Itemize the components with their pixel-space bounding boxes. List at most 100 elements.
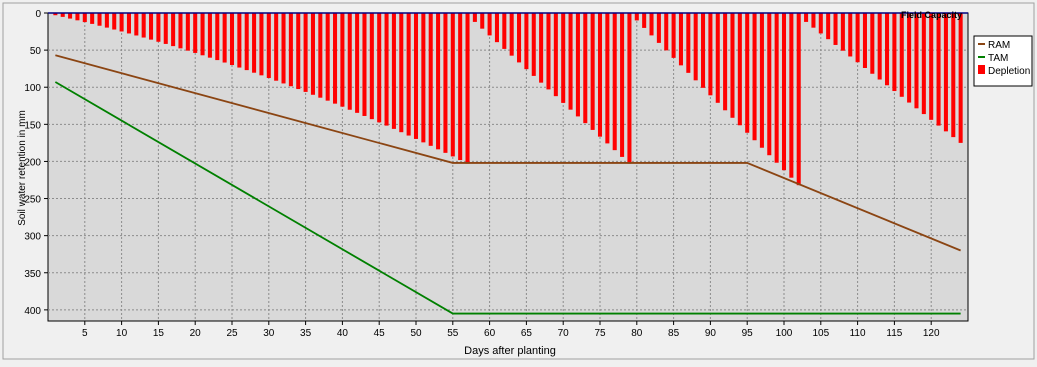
depletion-bar [811, 13, 816, 28]
y-axis-ticks: 0 50 100 150 200 250 300 350 400 [24, 9, 48, 317]
x-tick-label: 25 [226, 328, 238, 339]
depletion-bar [288, 13, 293, 87]
y-axis-label: Soil water retention in mm [17, 110, 28, 226]
x-tick-label: 10 [116, 328, 128, 339]
depletion-bar [75, 13, 80, 21]
depletion-bar [575, 13, 580, 117]
depletion-bar [207, 13, 212, 58]
x-tick-label: 55 [447, 328, 459, 339]
legend-entry-label: RAM [988, 40, 1010, 51]
depletion-bar [347, 13, 352, 110]
depletion-bar [921, 13, 926, 115]
legend-entry-label: TAM [988, 53, 1008, 64]
depletion-bar [936, 13, 941, 126]
depletion-bar [281, 13, 286, 84]
depletion-bar [634, 13, 639, 21]
depletion-bar [325, 13, 330, 101]
depletion-bar [833, 13, 838, 45]
depletion-bar [119, 13, 124, 32]
legend: RAM TAM Depletion [973, 35, 1033, 87]
x-axis-label: Days after planting [464, 345, 556, 357]
depletion-bar [472, 13, 477, 22]
depletion-bar [355, 13, 360, 113]
legend-entry-label: Depletion [988, 66, 1030, 77]
depletion-bar [818, 13, 823, 34]
depletion-bar [443, 13, 448, 153]
y-tick-label: 100 [24, 83, 41, 94]
depletion-bar [848, 13, 853, 57]
x-tick-label: 85 [668, 328, 680, 339]
depletion-bar [597, 13, 603, 137]
depletion-bar [693, 13, 698, 81]
depletion-bar [781, 13, 787, 171]
depletion-bar [546, 13, 551, 90]
depletion-bar [104, 13, 109, 28]
depletion-bar [855, 13, 860, 63]
x-tick-label: 50 [410, 328, 422, 339]
depletion-bar [951, 13, 956, 138]
depletion-bar [862, 13, 867, 68]
depletion-bar [943, 13, 948, 132]
depletion-bar [126, 13, 131, 34]
depletion-bar [826, 13, 831, 40]
depletion-bar [450, 13, 455, 157]
depletion-bar [701, 13, 706, 88]
depletion-bar [664, 13, 669, 51]
depletion-bar [436, 13, 441, 150]
depletion-bar [723, 13, 728, 111]
depletion-bar [141, 13, 146, 38]
depletion-bar [134, 13, 139, 36]
depletion-bar [237, 13, 242, 68]
depletion-bar [627, 13, 632, 164]
depletion-bar [605, 13, 610, 144]
depletion-bar [539, 13, 544, 83]
depletion-bar [384, 13, 389, 126]
depletion-bar [156, 13, 161, 42]
depletion-bar [804, 13, 809, 22]
x-tick-label: 30 [263, 328, 275, 339]
depletion-bar [789, 13, 794, 178]
x-tick-label: 110 [850, 328, 866, 339]
series-line-ram [55, 54, 961, 252]
x-tick-label: 40 [337, 328, 349, 339]
y-tick-label: 150 [24, 120, 41, 131]
depletion-bar [524, 13, 529, 70]
depletion-bar [561, 13, 566, 103]
x-tick-label: 90 [705, 328, 717, 339]
depletion-bar [53, 13, 58, 16]
depletion-bar [229, 13, 235, 66]
depletion-bar [97, 13, 102, 26]
depletion-bar [480, 13, 485, 29]
y-tick-label: 200 [24, 157, 41, 168]
depletion-bar [737, 13, 742, 126]
depletion-bar [60, 13, 65, 17]
depletion-bar [178, 13, 183, 49]
depletion-bar [649, 13, 654, 36]
depletion-bar [531, 13, 536, 76]
x-tick-label: 120 [923, 328, 940, 339]
depletion-bar [612, 13, 617, 151]
x-tick-label: 95 [742, 328, 754, 339]
depletion-bar [252, 13, 257, 73]
depletion-bar [391, 13, 396, 129]
depletion-bar [333, 13, 338, 104]
depletion-bar [752, 13, 757, 141]
y-tick-label: 0 [35, 9, 41, 20]
depletion-bar [715, 13, 720, 103]
depletion-bar [406, 13, 411, 136]
chart-frame [2, 2, 1035, 360]
depletion-bar [399, 13, 404, 133]
depletion-bar [274, 13, 279, 81]
depletion-bar [215, 13, 220, 61]
depletion-bar [892, 13, 897, 92]
y-tick-label: 300 [24, 232, 41, 243]
depletion-bar [656, 13, 661, 43]
field-capacity-label: Field Capacity [901, 10, 962, 20]
x-tick-label: 115 [886, 328, 902, 339]
depletion-bar [112, 13, 117, 30]
depletion-bar [296, 13, 301, 90]
depletion-bar [193, 13, 198, 53]
depletion-bar [767, 13, 772, 156]
